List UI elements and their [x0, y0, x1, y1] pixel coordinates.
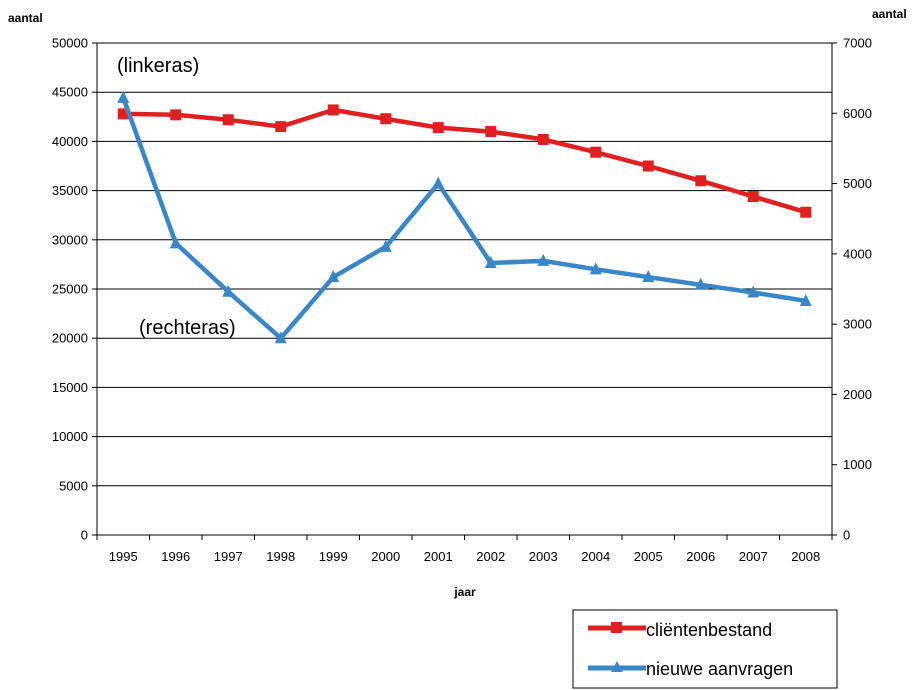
- point-triangle: [222, 284, 235, 297]
- left-tick-label: 30000: [52, 232, 88, 247]
- x-tick-label: 2004: [581, 549, 610, 564]
- point-square: [695, 175, 707, 187]
- x-tick-label: 2001: [424, 549, 453, 564]
- axes: [92, 42, 837, 540]
- right-axis-title: aantal: [872, 7, 907, 21]
- x-tick-label: 1996: [161, 549, 190, 564]
- left-tick-label: 0: [81, 528, 88, 543]
- point-square: [800, 206, 812, 218]
- series-line-0: [123, 107, 807, 215]
- right-tick-label: 4000: [843, 246, 872, 261]
- point-square: [590, 146, 602, 158]
- point-triangle: [747, 285, 760, 298]
- left-tick-label: 35000: [52, 183, 88, 198]
- point-square: [117, 108, 129, 120]
- x-tick-label: 2000: [371, 549, 400, 564]
- legend-label-clientenbestand: cliëntenbestand: [646, 620, 772, 640]
- tick-labels: 0500010000150002000025000300003500040000…: [52, 36, 872, 565]
- point-square: [222, 114, 234, 126]
- point-triangle: [642, 270, 655, 283]
- left-tick-label: 15000: [52, 380, 88, 395]
- point-triangle: [694, 277, 707, 290]
- right-tick-label: 7000: [843, 36, 872, 51]
- point-triangle: [432, 176, 445, 189]
- point-square: [170, 109, 182, 121]
- right-tick-label: 6000: [843, 106, 872, 121]
- point-square: [642, 160, 654, 172]
- right-tick-label: 2000: [843, 387, 872, 402]
- right-tick-label: 0: [843, 528, 850, 543]
- left-tick-label: 40000: [52, 134, 88, 149]
- x-axis-title: jaar: [453, 585, 476, 599]
- legend: cliëntenbestand nieuwe aanvragen: [572, 609, 838, 689]
- point-triangle: [537, 253, 550, 266]
- point-triangle: [274, 331, 287, 344]
- legend-marker-square: [611, 622, 622, 633]
- point-square: [432, 122, 444, 134]
- left-tick-label: 45000: [52, 85, 88, 100]
- annotation-left-axis: (linkeras): [117, 55, 199, 77]
- point-triangle: [327, 270, 340, 283]
- left-axis-title: aantal: [8, 11, 43, 25]
- left-tick-label: 20000: [52, 331, 88, 346]
- x-tick-label: 2006: [686, 549, 715, 564]
- left-tick-label: 5000: [59, 478, 88, 493]
- left-tick-label: 25000: [52, 282, 88, 297]
- point-square: [275, 121, 287, 133]
- point-square: [747, 191, 759, 203]
- point-triangle: [484, 255, 497, 268]
- annotation-right-axis: (rechteras): [139, 317, 236, 339]
- point-triangle: [117, 90, 130, 103]
- x-tick-label: 2007: [739, 549, 768, 564]
- x-tick-label: 2008: [791, 549, 820, 564]
- point-triangle: [379, 239, 392, 252]
- x-tick-label: 1995: [109, 549, 138, 564]
- point-square: [327, 104, 339, 116]
- x-tick-label: 1999: [319, 549, 348, 564]
- left-tick-label: 50000: [52, 36, 88, 51]
- right-tick-label: 3000: [843, 317, 872, 332]
- legend-marker-triangle: [611, 661, 623, 672]
- x-tick-label: 1997: [214, 549, 243, 564]
- point-square: [380, 113, 392, 125]
- legend-label-nieuwe-aanvragen: nieuwe aanvragen: [646, 659, 793, 679]
- x-tick-label: 1998: [266, 549, 295, 564]
- point-triangle: [799, 293, 812, 306]
- left-tick-label: 10000: [52, 429, 88, 444]
- point-square: [537, 133, 549, 145]
- right-tick-label: 5000: [843, 176, 872, 191]
- x-tick-label: 2002: [476, 549, 505, 564]
- right-tick-label: 1000: [843, 457, 872, 472]
- point-square: [485, 126, 497, 138]
- x-tick-label: 2005: [634, 549, 663, 564]
- x-tick-label: 2003: [529, 549, 558, 564]
- grid-lines: [97, 42, 832, 487]
- series-line-1: [121, 97, 807, 341]
- point-triangle: [169, 236, 182, 249]
- series-layer: [117, 90, 812, 344]
- point-triangle: [589, 262, 602, 275]
